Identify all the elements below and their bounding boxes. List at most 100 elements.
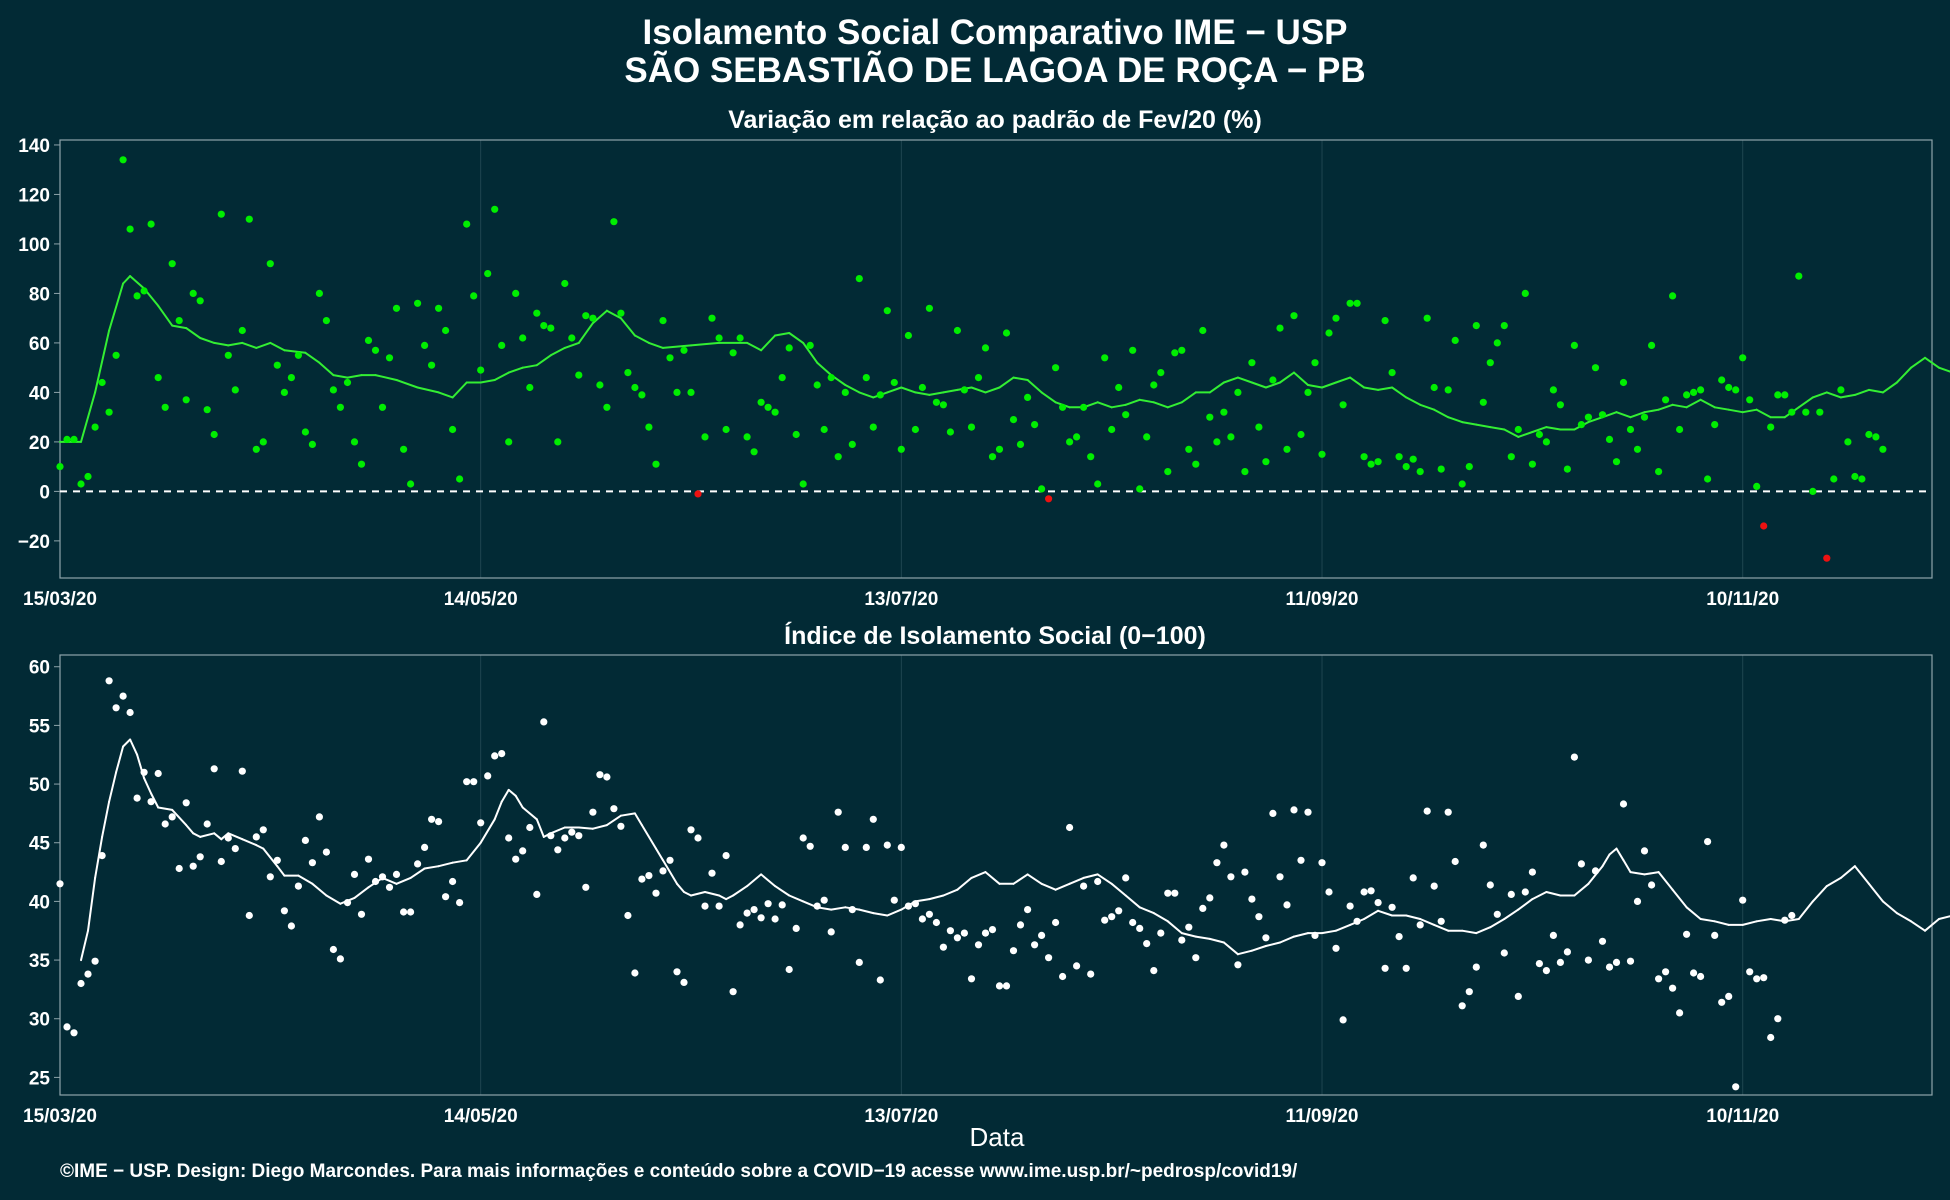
data-point xyxy=(792,924,800,933)
smoothed-line-segment xyxy=(1657,403,1674,411)
data-point xyxy=(371,877,380,886)
smoothed-line-segment xyxy=(171,324,188,330)
smoothed-line-segment xyxy=(1797,396,1814,409)
data-point xyxy=(813,902,821,910)
data-point xyxy=(1164,889,1172,897)
smoothed-line-segment xyxy=(1685,906,1702,920)
smoothed-line-segment xyxy=(1622,859,1632,874)
data-point xyxy=(1031,421,1039,429)
data-point xyxy=(1619,800,1628,808)
data-point xyxy=(1458,1002,1466,1010)
smoothed-line-segment xyxy=(1040,882,1057,891)
data-point xyxy=(1676,425,1684,434)
smoothed-line-segment xyxy=(1853,865,1870,885)
smoothed-line-segment xyxy=(332,374,349,379)
data-point xyxy=(336,955,344,963)
data-point xyxy=(1451,857,1459,866)
data-point xyxy=(421,341,429,349)
data-point xyxy=(1816,408,1824,416)
data-point xyxy=(1605,963,1614,971)
data-point xyxy=(1830,475,1838,483)
data-point xyxy=(1535,430,1543,439)
data-point xyxy=(666,856,674,864)
data-point xyxy=(1038,485,1046,493)
smoothed-line-segment xyxy=(262,847,279,868)
data-point xyxy=(407,480,415,488)
smoothed-line-segment xyxy=(157,806,174,811)
data-point xyxy=(1451,336,1459,344)
data-point xyxy=(400,908,408,916)
data-point xyxy=(294,882,302,890)
data-point xyxy=(273,361,281,369)
data-point xyxy=(694,834,702,842)
smoothed-line-segment xyxy=(227,341,244,347)
data-point xyxy=(1746,968,1754,976)
data-point xyxy=(112,351,120,359)
data-point xyxy=(932,918,941,927)
smoothed-line-segment xyxy=(655,847,664,862)
data-point xyxy=(1767,1033,1775,1042)
data-point xyxy=(1640,413,1649,421)
data-point xyxy=(1206,413,1214,421)
data-point xyxy=(876,391,884,399)
data-point xyxy=(182,396,190,404)
data-point xyxy=(778,374,786,382)
data-point xyxy=(1009,947,1018,955)
smoothed-line-segment xyxy=(1068,876,1085,885)
data-point xyxy=(778,901,786,909)
data-point xyxy=(547,832,555,840)
data-point xyxy=(897,445,905,453)
smoothed-line-segment xyxy=(1194,935,1211,940)
smoothed-line-segment xyxy=(80,929,89,962)
smoothed-line-segment xyxy=(304,351,321,364)
y-tick-label: 0 xyxy=(39,482,50,503)
data-point xyxy=(1788,408,1796,416)
x-tick-label: 10/11/20 xyxy=(1706,589,1779,610)
smoothed-line-segment xyxy=(1293,932,1309,938)
data-point xyxy=(1360,453,1368,461)
smoothed-line-segment xyxy=(928,391,945,396)
data-point xyxy=(491,752,499,760)
data-point xyxy=(575,832,583,840)
data-point xyxy=(343,899,352,907)
data-point xyxy=(729,349,737,357)
data-point xyxy=(631,383,639,392)
data-point xyxy=(939,401,948,409)
data-point xyxy=(175,864,183,873)
data-point xyxy=(701,433,709,441)
data-point xyxy=(1633,897,1642,906)
data-point xyxy=(385,883,394,891)
y-tick-label: 50 xyxy=(29,775,50,796)
data-point xyxy=(442,326,450,335)
data-point xyxy=(1353,299,1361,307)
smoothed-line-segment xyxy=(683,891,692,897)
data-point xyxy=(673,388,681,396)
smoothed-line-segment xyxy=(591,824,608,830)
data-point xyxy=(364,336,373,344)
data-point xyxy=(1297,430,1305,439)
data-point xyxy=(722,852,730,860)
smoothed-line-segment xyxy=(563,341,580,349)
data-point xyxy=(1220,408,1228,416)
data-point xyxy=(1612,458,1621,466)
smoothed-line-segment xyxy=(108,771,118,803)
data-point xyxy=(1381,964,1389,972)
data-point xyxy=(1423,807,1431,815)
smoothed-line-segment xyxy=(1587,865,1604,885)
panel-border xyxy=(59,654,1933,1096)
data-point xyxy=(259,438,267,446)
data-point xyxy=(1514,992,1522,1001)
smoothed-line-segment xyxy=(1545,426,1562,431)
data-point xyxy=(1409,874,1417,882)
data-point xyxy=(799,834,807,842)
data-point xyxy=(315,813,323,821)
smoothed-line-segment xyxy=(1250,381,1267,389)
smoothed-line-segment xyxy=(1503,908,1520,920)
data-point xyxy=(1739,896,1747,904)
data-point xyxy=(449,877,457,886)
smoothed-line-segment xyxy=(1797,900,1814,920)
y-tick-label: 20 xyxy=(29,433,50,454)
smoothed-line-segment xyxy=(844,384,861,394)
data-point xyxy=(1213,438,1221,446)
data-point xyxy=(1080,403,1088,411)
